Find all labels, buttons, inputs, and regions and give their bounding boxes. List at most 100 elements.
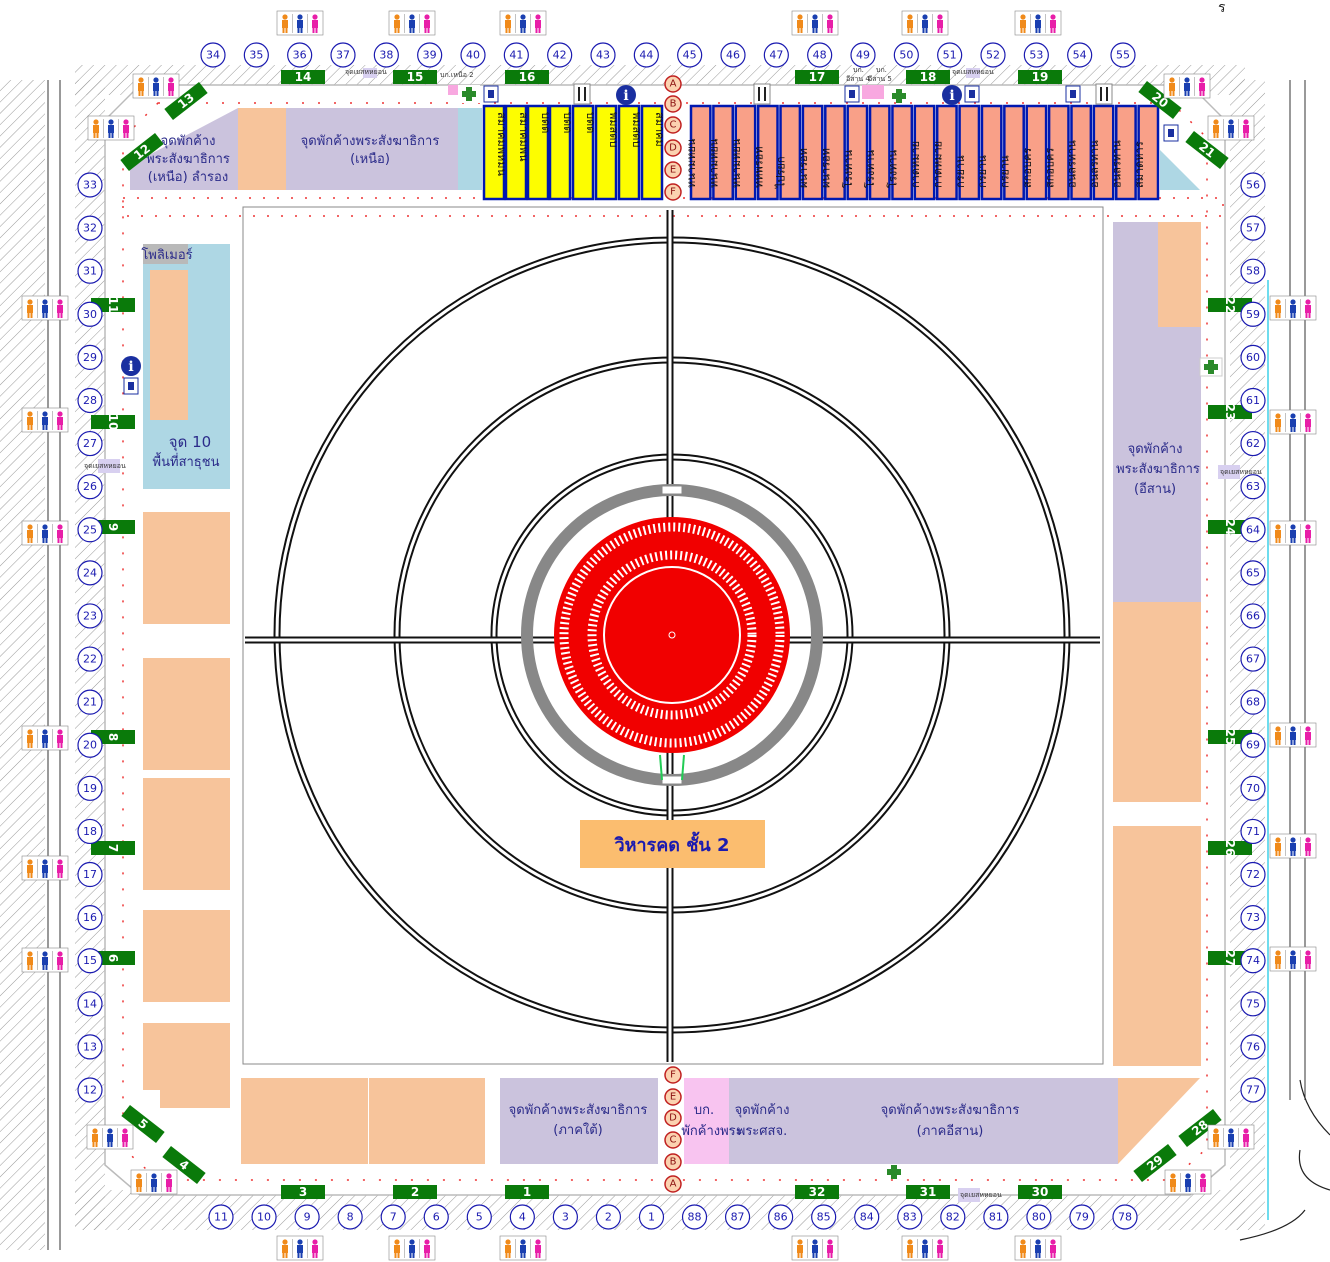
booth-yellow [571,104,595,201]
gate-label: 32 [809,1185,826,1199]
gate-label: 1 [523,1185,531,1199]
restroom-icon [130,1169,178,1195]
booth-salmon [958,104,981,201]
marker-75 [1240,991,1266,1017]
booth-label: กรยาน [976,155,989,188]
svg-text:i: i [128,359,133,375]
gate-label: 11 [106,297,120,314]
zone-north-left-label-3: (เหนือ) ลำรอง [148,169,228,185]
restroom-icon [21,520,69,546]
small-label-n2: บก.เหนือ 2 [440,71,474,79]
marker-label: 28 [83,394,97,407]
booth-salmon [824,104,846,201]
restroom-icon [388,1235,436,1261]
marker-label: 66 [1246,609,1260,622]
restroom-icon [21,407,69,433]
restroom-icon [791,10,839,36]
marker-label: 41 [509,49,523,62]
restroom-icon [499,10,547,36]
aisle-letter: B [670,1157,677,1168]
marker-17 [77,861,103,888]
svg-text:i: i [949,88,954,104]
gate-19: 19 [1018,70,1062,84]
marker-44 [633,42,659,68]
gate-10: 10 [91,414,135,430]
marker-13 [77,1034,103,1060]
marker-42 [547,42,573,68]
booth-salmon [980,104,1003,201]
booth-yellow [548,104,572,201]
booth-salmon [801,104,824,201]
marker-55 [1110,42,1136,68]
marker-19 [77,775,103,801]
marker-8 [337,1204,363,1230]
gate-17: 17 [795,70,839,84]
marker-label: 87 [731,1211,745,1224]
restroom-icon [1207,1124,1255,1150]
marker-2 [595,1204,622,1230]
zone-south-right-label-1: จุดพักค้างพระสังฆาธิการ [881,1103,1020,1118]
marker-label: 29 [83,351,97,364]
marker-label: 80 [1032,1211,1046,1224]
booth-salmon [689,104,712,201]
east-zones: จุดพักค้าง พระสังฆาธิการ (อีสาน) [1113,222,1201,1066]
small-label-n7: จุดเยสหหยอน [952,68,994,76]
booth-label: พมสดบ [630,112,643,147]
west-zones: โพลิเมอร์ จุด 10 พื้นที่สาธุชน [141,244,230,1108]
gate-7: 7 [91,841,135,855]
marker-57 [1240,215,1266,241]
marker-24 [77,560,103,586]
aisle-letter: E [670,165,676,176]
title-box: วิหารคด ชั้น 2 [580,820,765,868]
first-aid-icon [1199,357,1223,377]
marker-label: 24 [83,566,97,579]
marker-83 [897,1204,923,1230]
booth-salmon [1003,104,1025,201]
marker-label: 70 [1246,782,1260,795]
first-aid-icon [458,85,480,103]
booth-salmon [779,104,802,201]
marker-76 [1240,1034,1266,1060]
aisle-letter-circle [664,183,682,201]
booth-label: สกอบคร [1043,148,1056,188]
marker-label: 44 [639,49,653,62]
marker-label: 10 [257,1211,271,1224]
booth-label: อนลรทาน [1088,140,1101,188]
gate-label: 27 [1223,950,1237,967]
marker-label: 36 [293,49,307,62]
booth-yellow [482,104,506,201]
gate-23: 23 [1208,404,1252,420]
marker-label: 68 [1246,696,1260,709]
booth-salmon [935,104,958,201]
marker-label: 67 [1246,653,1260,666]
aisle-letter: E [670,1092,676,1103]
booth-label: กรยาน [999,155,1012,188]
booth-label: โรงทาน [863,149,877,188]
restroom-icon [1207,115,1255,141]
restroom-icon [276,1235,324,1261]
zone-south-small-label-1: จุดพักค้าง [735,1103,790,1118]
marker-label: 73 [1246,911,1260,924]
aisle-letter-circle [664,1131,682,1149]
booth-yellow [504,104,528,201]
marker-label: 11 [214,1211,228,1224]
restroom-icon [86,1124,134,1150]
marker-87 [724,1204,751,1230]
marker-label: 21 [83,696,97,709]
booth-label: อนลรทาน [1110,140,1123,188]
marker-label: 75 [1246,997,1260,1010]
aisle-letter-circle [664,1066,682,1084]
zone-south-pink-label-1: บก. [694,1103,714,1118]
gate-label: 22 [1223,297,1237,314]
marker-label: 49 [856,49,870,62]
booth-salmon [868,104,891,201]
booth-salmon [913,104,936,201]
restroom-icon [21,725,69,751]
marker-32 [77,215,103,241]
marker-31 [77,258,103,284]
marker-7 [380,1204,406,1230]
aisle-letter: A [670,79,677,90]
booth-label: สกอบคร [1021,148,1034,188]
marker-68 [1240,689,1266,715]
marker-78 [1112,1204,1138,1230]
